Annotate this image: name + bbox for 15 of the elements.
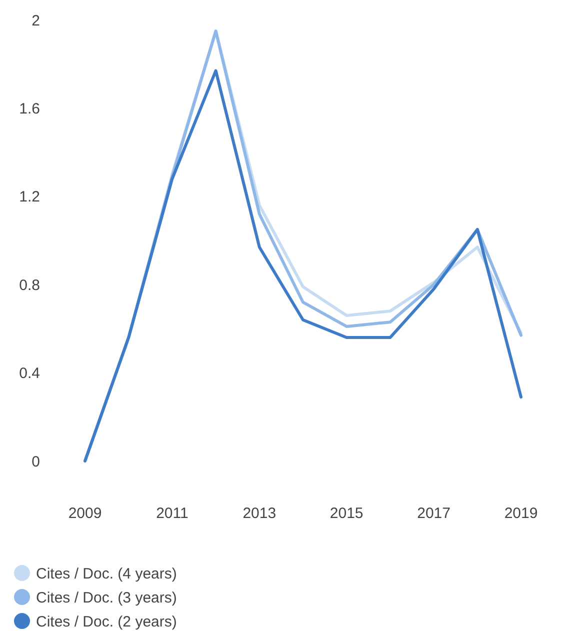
y-tick-label: 1.6 bbox=[19, 100, 40, 118]
y-tick-label: 0.4 bbox=[19, 365, 40, 382]
y-tick-label: 1.2 bbox=[19, 188, 40, 206]
x-tick-label: 2017 bbox=[417, 505, 450, 522]
legend-label: Cites / Doc. (3 years) bbox=[36, 589, 177, 606]
x-tick-label: 2011 bbox=[156, 505, 188, 522]
y-tick-label: 2 bbox=[32, 12, 40, 30]
x-tick-label: 2013 bbox=[242, 505, 276, 522]
x-tick-label: 2009 bbox=[68, 505, 102, 522]
x-tick-label: 2019 bbox=[504, 505, 538, 522]
legend-label: Cites / Doc. (2 years) bbox=[36, 613, 177, 630]
y-tick-label: 0.8 bbox=[19, 276, 40, 294]
y-tick-label: 0 bbox=[32, 453, 40, 470]
x-tick-label: 2015 bbox=[330, 505, 364, 522]
legend-label: Cites / Doc. (4 years) bbox=[36, 565, 177, 582]
